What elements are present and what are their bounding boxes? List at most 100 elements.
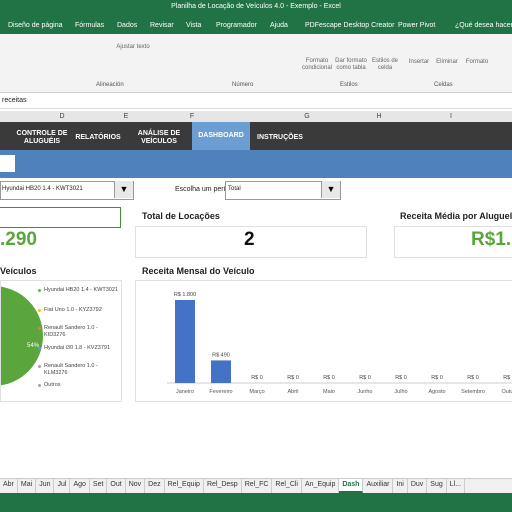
ribbon-tab[interactable]: Power Pivot xyxy=(398,22,436,29)
period-dropdown[interactable] xyxy=(225,181,341,200)
title-bar xyxy=(0,0,512,34)
legend-item: Fiat Uno 1.0 - KYZ3792 xyxy=(38,307,118,314)
ribbon-tab[interactable]: Ajuda xyxy=(270,22,288,29)
legend-dot xyxy=(38,289,41,292)
dropdown-arrow[interactable]: ▼ xyxy=(114,181,133,198)
sheet-tab[interactable]: Mai xyxy=(18,479,37,493)
chart-panel xyxy=(135,280,512,402)
legend-dot xyxy=(38,309,41,312)
sheet-tab[interactable]: Rel_FC xyxy=(242,479,273,493)
ribbon-group-label: Número xyxy=(232,82,254,88)
x-tick-label: Junho xyxy=(358,389,373,395)
nav-tab[interactable]: INSTRUÇÕES xyxy=(257,133,303,141)
x-tick-label: Março xyxy=(249,389,264,395)
x-tick-label: Fevereiro xyxy=(209,389,232,395)
sheet-tab[interactable]: Jul xyxy=(54,479,71,493)
ribbon-tab[interactable]: Dados xyxy=(117,22,138,29)
x-tick-label: Setembro xyxy=(461,389,485,395)
sheet-tab[interactable]: Jun xyxy=(36,479,55,493)
kpi-value: R$1. xyxy=(471,229,512,250)
data-label: R$ 0 xyxy=(251,375,263,381)
column-header: E xyxy=(123,113,129,120)
sheet-tab[interactable]: Abr xyxy=(0,479,18,493)
sheet-tab[interactable]: Set xyxy=(90,479,108,493)
ribbon-tab[interactable]: Fórmulas xyxy=(75,22,105,29)
data-label: R$ 490 xyxy=(212,352,230,358)
ribbon-tab[interactable]: Revisar xyxy=(150,22,174,29)
ribbon-group-label: Alineación xyxy=(96,82,124,88)
status-bar xyxy=(0,493,512,512)
x-tick-label: Janeiro xyxy=(176,389,194,395)
sheet-tab[interactable]: Ago xyxy=(70,479,90,493)
input-box[interactable] xyxy=(0,155,15,172)
bar xyxy=(211,360,231,383)
sheet-tab[interactable]: Auxiliar xyxy=(363,479,394,493)
chart-title: Receita Mensal do Veículo xyxy=(142,266,255,276)
dropdown-arrow[interactable]: ▼ xyxy=(321,181,340,198)
legend-dot xyxy=(38,347,41,350)
ribbon-group-label: Celdas xyxy=(434,82,453,88)
column-header: G xyxy=(304,113,310,120)
ribbon-button[interactable]: Ajustar texto xyxy=(116,44,150,50)
ribbon-tab[interactable]: ¿Qué desea hacer? xyxy=(455,22,512,29)
pie-title: Veículos xyxy=(0,266,37,276)
data-label: R$ 0 xyxy=(467,375,479,381)
data-label: R$ 0 xyxy=(323,375,335,381)
legend-item: Renault Sandero 1.0 - KLM3276 xyxy=(38,363,118,377)
formula-bar xyxy=(0,94,512,109)
legend-item: Renault Sandero 1.0 - KID3276 xyxy=(38,325,118,339)
ribbon-button[interactable]: Estilos de celda xyxy=(371,58,398,71)
column-header: D xyxy=(59,113,65,120)
kpi-box xyxy=(394,226,512,258)
pie-label: 54% xyxy=(27,343,40,349)
legend-dot xyxy=(38,365,41,368)
kpi-value: .290 xyxy=(0,229,37,250)
sheet-tab[interactable]: Rel_Equip xyxy=(165,479,204,493)
ribbon-tab[interactable]: Diseño de página xyxy=(8,22,63,29)
period-label: Escolha um período: xyxy=(175,186,240,193)
ribbon-button[interactable]: Formato condicional xyxy=(301,58,333,71)
data-label: R$ 0 xyxy=(431,375,443,381)
sheet-tab[interactable]: Dez xyxy=(145,479,165,493)
sheet-tab[interactable]: An_Equip xyxy=(302,479,340,493)
ribbon-tab[interactable]: PDFescape Desktop Creator xyxy=(305,22,395,29)
nav-tab[interactable]: RELATÓRIOS xyxy=(75,133,121,141)
kpi-value: 2 xyxy=(244,229,255,250)
nav-tab[interactable]: CONTROLE DE ALUGUÉIS xyxy=(16,129,68,145)
sheet-tab[interactable]: Sug xyxy=(427,479,447,493)
data-label: R$ 1.800 xyxy=(174,292,196,298)
data-label: R$ 0 xyxy=(395,375,407,381)
sheet-tab[interactable]: Ini xyxy=(393,479,408,493)
sheet-tab[interactable]: Ll... xyxy=(447,479,466,493)
ribbon-button[interactable]: Dar formato como tabla xyxy=(335,58,367,71)
ribbon-tab[interactable]: Programador xyxy=(216,22,257,29)
pie-panel: 54% xyxy=(0,280,122,402)
ribbon-button[interactable]: Insertar xyxy=(408,59,430,65)
ribbon-button[interactable]: Eliminar xyxy=(436,59,458,65)
ribbon-button[interactable]: Formato xyxy=(465,59,489,65)
ribbon-tab[interactable]: Vista xyxy=(186,22,202,29)
sheet-tab[interactable]: Nov xyxy=(126,479,146,493)
blue-band xyxy=(0,150,512,178)
vehicle-dropdown[interactable] xyxy=(0,181,134,200)
nav-tab[interactable]: ANÁLISE DE VEÍCULOS xyxy=(137,129,181,145)
bar xyxy=(175,300,195,383)
kpi-box xyxy=(135,226,367,258)
sheet-tab[interactable]: Rel_Desp xyxy=(204,479,242,493)
nav-tab[interactable]: DASHBOARD xyxy=(192,122,250,150)
name-box[interactable]: receitas xyxy=(2,97,27,104)
period-value: Total xyxy=(228,186,241,192)
vehicle-value: Hyundai HB20 1.4 - KWT3021 xyxy=(2,186,83,192)
sheet-tab[interactable]: Dash xyxy=(339,479,364,493)
legend-item: Hyundai i30 1.8 - KVZ3791 xyxy=(38,345,118,352)
sheet-tab[interactable]: Rel_Cli xyxy=(272,479,302,493)
data-label: R$ 0 xyxy=(287,375,299,381)
sheet-tabs: Abr Mai Jun Jul Ago Set Out Nov Dez Rel_Equip Rel_… xyxy=(0,478,512,493)
data-label: R$ 0 xyxy=(503,375,512,381)
legend-item: Outros xyxy=(38,382,118,389)
sheet-tab[interactable]: Out xyxy=(107,479,126,493)
sheet-tab[interactable]: Duv xyxy=(408,479,428,493)
kpi-title: Receita Média por Aluguel xyxy=(400,211,512,221)
kpi-title: Total de Locações xyxy=(142,211,220,221)
